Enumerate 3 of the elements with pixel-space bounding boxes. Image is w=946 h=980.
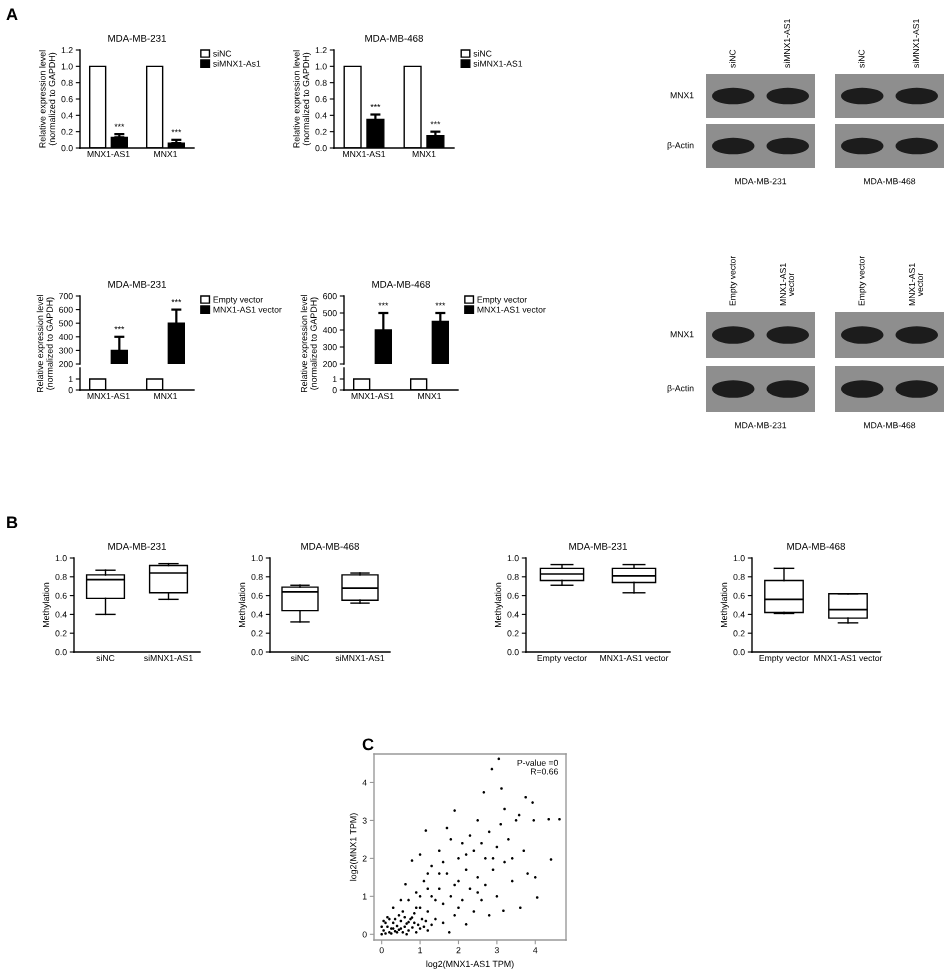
text: A [6, 8, 18, 21]
text: B [7, 516, 18, 529]
text: C [362, 738, 374, 751]
